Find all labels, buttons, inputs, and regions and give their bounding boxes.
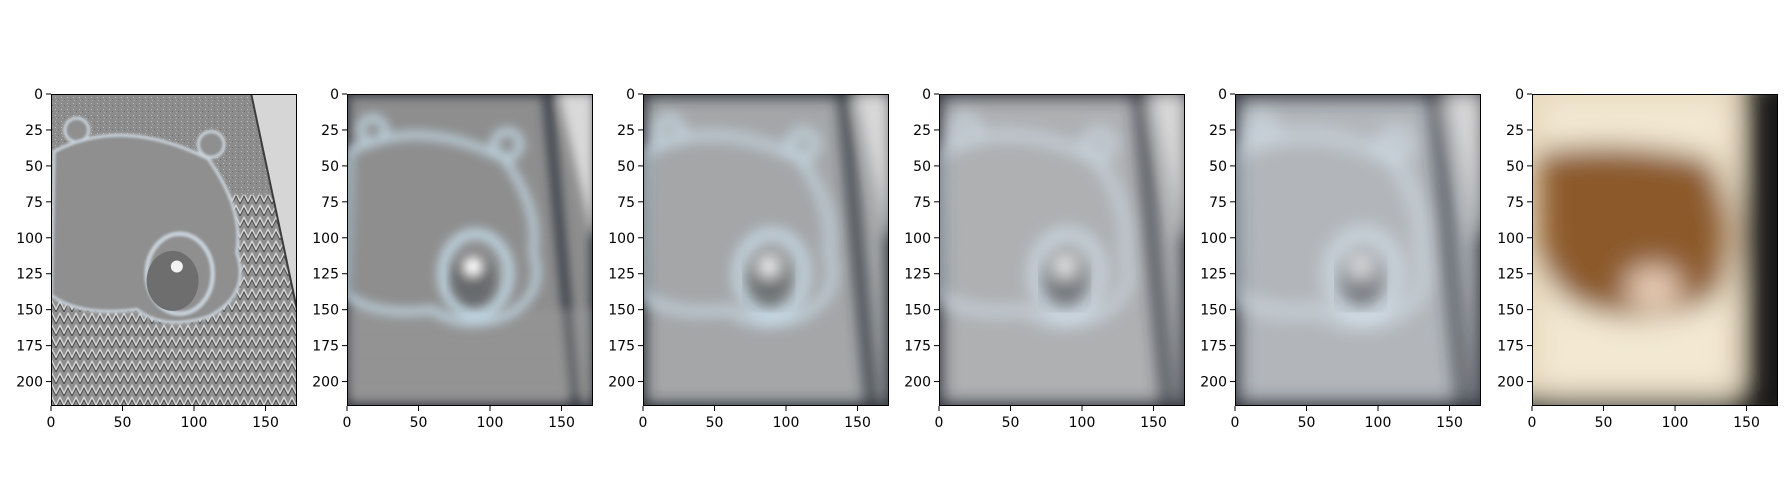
y-tick-label: 100	[1497, 231, 1524, 247]
y-tick-label: 0	[1218, 87, 1227, 103]
y-tick-label: 125	[16, 267, 43, 283]
y-tick-label: 50	[321, 159, 339, 175]
y-tick-label: 75	[913, 195, 931, 211]
x-tick-label: 0	[935, 415, 944, 431]
image-panel-1: 0 50 100 150 0 25 50 75 100 125 150 175 200	[16, 87, 297, 431]
x-tick-label: 150	[548, 415, 575, 431]
y-tick-label: 150	[1497, 303, 1524, 319]
y-tick-label: 200	[904, 375, 931, 391]
y-tick-label: 0	[34, 87, 43, 103]
x-tick-label: 50	[706, 415, 724, 431]
x-tick-label: 150	[1733, 415, 1760, 431]
y-tick-label: 175	[1497, 339, 1524, 355]
y-tick-label: 0	[1515, 87, 1524, 103]
x-tick-label: 50	[410, 415, 428, 431]
x-tick-label: 0	[1231, 415, 1240, 431]
y-tick-label: 50	[913, 159, 931, 175]
x-tick-label: 150	[252, 415, 279, 431]
y-tick-label: 150	[312, 303, 339, 319]
y-tick-label: 150	[904, 303, 931, 319]
panel-frame-5	[1235, 94, 1481, 406]
y-tick-label: 200	[1497, 375, 1524, 391]
y-tick-label: 175	[1200, 339, 1227, 355]
y-tick-label: 25	[913, 123, 931, 139]
image-panel-4: 0 50 100 150 0 25 50 75 100 125 150 175 200	[904, 87, 1185, 431]
y-tick-label: 100	[16, 231, 43, 247]
x-tick-label: 50	[1298, 415, 1316, 431]
panel-frame-1	[51, 94, 297, 406]
x-tick-label: 0	[639, 415, 648, 431]
image-content-5	[1235, 94, 1481, 406]
y-tick-label: 50	[617, 159, 635, 175]
image-content-6	[1532, 94, 1778, 406]
image-panel-6: 0 50 100 150 0 25 50 75 100 125 150 175 200	[1497, 87, 1778, 431]
x-tick-label: 0	[1528, 415, 1537, 431]
panel-frame-3	[643, 94, 889, 406]
y-tick-label: 25	[321, 123, 339, 139]
y-tick-label: 200	[608, 375, 635, 391]
y-tick-label: 175	[608, 339, 635, 355]
y-tick-label: 0	[626, 87, 635, 103]
y-tick-label: 0	[922, 87, 931, 103]
y-tick-label: 25	[25, 123, 43, 139]
y-tick-label: 50	[1506, 159, 1524, 175]
y-tick-label: 25	[1209, 123, 1227, 139]
y-tick-label: 175	[312, 339, 339, 355]
y-tick-label: 100	[608, 231, 635, 247]
image-panel-3: 0 50 100 150 0 25 50 75 100 125 150 175 200	[608, 87, 889, 431]
x-tick-label: 100	[181, 415, 208, 431]
x-tick-label: 150	[1140, 415, 1167, 431]
panel-frame-2	[347, 94, 593, 406]
x-tick-label: 100	[773, 415, 800, 431]
x-tick-label: 0	[47, 415, 56, 431]
y-tick-label: 100	[312, 231, 339, 247]
y-tick-label: 125	[1497, 267, 1524, 283]
y-tick-label: 125	[904, 267, 931, 283]
y-tick-label: 25	[617, 123, 635, 139]
y-tick-label: 25	[1506, 123, 1524, 139]
x-tick-label: 100	[1662, 415, 1689, 431]
y-tick-label: 50	[25, 159, 43, 175]
x-tick-label: 100	[1069, 415, 1096, 431]
image-content-4	[939, 94, 1185, 406]
x-tick-label: 50	[1002, 415, 1020, 431]
panel-frame-6	[1532, 94, 1778, 406]
y-tick-label: 100	[904, 231, 931, 247]
y-tick-label: 75	[321, 195, 339, 211]
y-tick-label: 75	[1209, 195, 1227, 211]
image-content-1	[51, 94, 297, 406]
image-panel-5: 0 50 100 150 0 25 50 75 100 125 150 175 200	[1200, 87, 1481, 431]
y-tick-label: 0	[330, 87, 339, 103]
x-tick-label: 100	[477, 415, 504, 431]
y-tick-label: 100	[1200, 231, 1227, 247]
y-tick-label: 175	[16, 339, 43, 355]
y-tick-label: 50	[1209, 159, 1227, 175]
image-content-3	[643, 94, 889, 406]
x-tick-label: 50	[1595, 415, 1613, 431]
y-tick-label: 200	[312, 375, 339, 391]
panels-group: 0 50 100 150 0 25 50 75 100 125 150 175 200 0 50 100 150…	[16, 87, 1778, 431]
x-tick-label: 150	[844, 415, 871, 431]
image-content-2	[347, 94, 593, 406]
y-tick-label: 200	[16, 375, 43, 391]
x-tick-label: 150	[1436, 415, 1463, 431]
image-panel-2: 0 50 100 150 0 25 50 75 100 125 150 175 200	[312, 87, 593, 431]
y-tick-label: 150	[16, 303, 43, 319]
y-tick-label: 125	[312, 267, 339, 283]
y-tick-label: 150	[608, 303, 635, 319]
y-tick-label: 150	[1200, 303, 1227, 319]
y-tick-label: 125	[608, 267, 635, 283]
x-tick-label: 100	[1365, 415, 1392, 431]
y-tick-label: 200	[1200, 375, 1227, 391]
y-tick-label: 125	[1200, 267, 1227, 283]
x-tick-label: 50	[114, 415, 132, 431]
panel-frame-4	[939, 94, 1185, 406]
y-tick-label: 75	[617, 195, 635, 211]
y-tick-label: 75	[25, 195, 43, 211]
y-tick-label: 175	[904, 339, 931, 355]
x-tick-label: 0	[343, 415, 352, 431]
y-tick-label: 75	[1506, 195, 1524, 211]
